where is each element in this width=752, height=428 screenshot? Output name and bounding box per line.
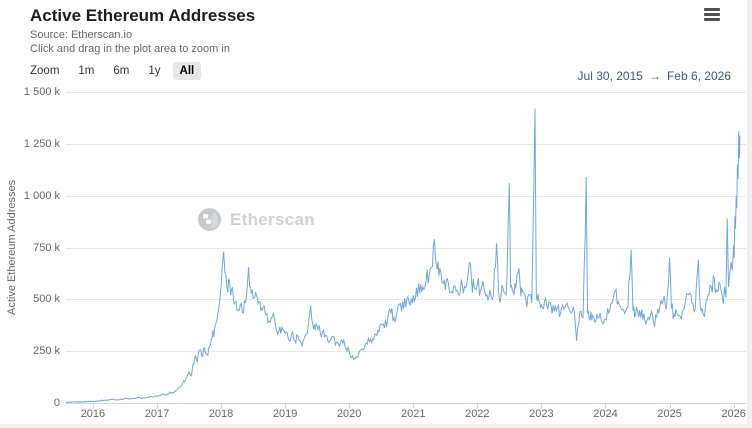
active-addresses-series-line	[65, 108, 741, 404]
y-tick-label: 1 250 k	[23, 137, 60, 150]
export-menu-button[interactable]	[704, 8, 720, 21]
range-button-1y[interactable]: 1y	[148, 65, 161, 77]
y-tick-label: 1 500 k	[23, 86, 60, 98]
hamburger-icon	[704, 18, 720, 21]
zoom-hint-text: Click and drag in the plot area to zoom …	[30, 43, 230, 55]
y-tick-label: 250 k	[33, 345, 60, 358]
page-title: Active Ethereum Addresses	[30, 6, 256, 25]
x-tick-label: 2020	[336, 408, 362, 420]
x-tick-label: 2019	[272, 408, 298, 420]
x-tick-label: 2023	[529, 408, 554, 420]
x-tick-label: 2016	[80, 408, 106, 420]
hamburger-icon	[704, 13, 720, 16]
arrow-right-icon: →	[648, 69, 661, 83]
x-tick-label: 2018	[208, 408, 234, 420]
range-button-6m[interactable]: 6m	[113, 65, 130, 77]
x-tick-label: 2024	[593, 408, 618, 420]
x-tick-label: 2022	[465, 408, 490, 420]
x-tick-label: 2025	[657, 408, 682, 420]
x-tick-label: 2017	[144, 408, 170, 420]
y-tick-label: 1 000 k	[23, 189, 60, 202]
date-range-to[interactable]: Feb 6, 2026	[666, 69, 731, 83]
y-tick-label: 0	[53, 397, 60, 409]
zoom-label: Zoom	[30, 65, 60, 77]
range-selector: Zoom 1m 6m 1y All	[30, 62, 206, 80]
x-tick-label: 2021	[401, 408, 426, 420]
x-tick-label: 2026	[721, 408, 746, 420]
source-text: Source: Etherscan.io	[30, 29, 133, 41]
range-button-1m[interactable]: 1m	[78, 65, 95, 77]
date-range: Jul 30, 2015 → Feb 6, 2026	[578, 69, 731, 83]
hamburger-icon	[704, 8, 720, 11]
range-button-all[interactable]: All	[172, 62, 202, 80]
y-tick-label: 750 k	[33, 241, 60, 254]
date-range-from[interactable]: Jul 30, 2015	[577, 69, 643, 83]
y-tick-label: 500 k	[33, 293, 60, 306]
